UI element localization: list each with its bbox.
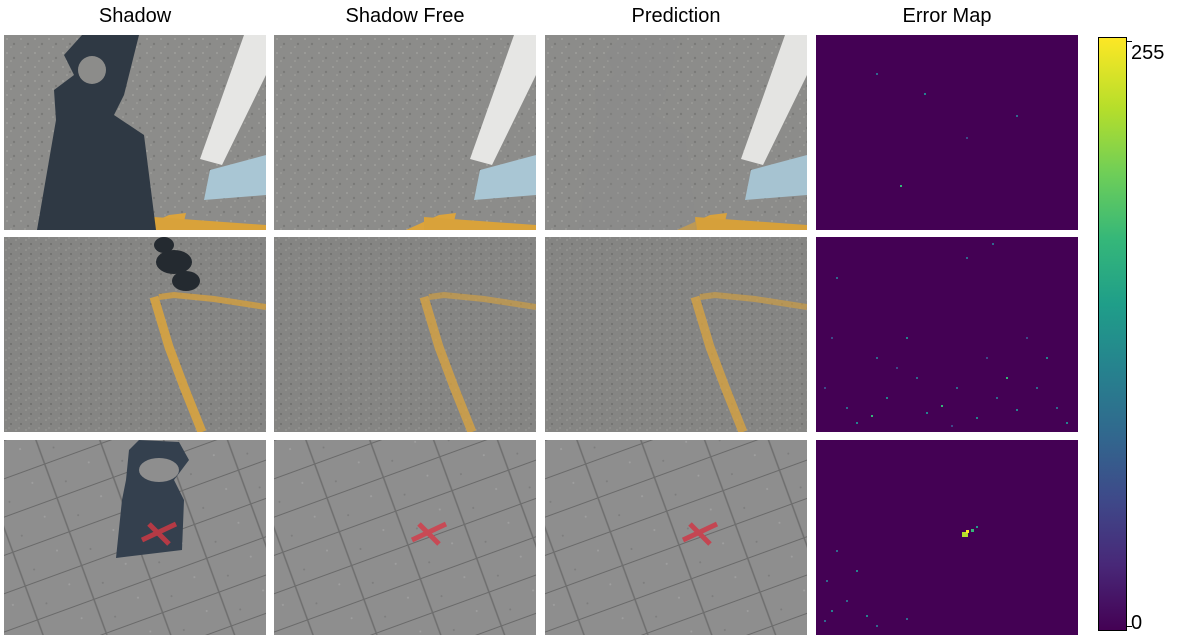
image-row3-prediction: [545, 440, 807, 635]
image-row3-error-map: [816, 440, 1078, 635]
image-row1-prediction: [545, 35, 807, 230]
white-marking: [200, 35, 266, 165]
column-title-error-map: Error Map: [902, 5, 992, 27]
shadow-region: [37, 35, 156, 230]
colorbar-min-label: 0: [1131, 612, 1143, 634]
image-row2-error-map: [816, 237, 1078, 432]
image-row2-shadow-free: [274, 237, 536, 432]
image-row3-shadow-free: [274, 440, 536, 635]
colorbar-tick-max: [1127, 41, 1132, 42]
image-row2-shadow: [4, 237, 266, 432]
light-blue-marking: [204, 155, 266, 200]
column-title-shadow-free: Shadow Free: [345, 5, 465, 27]
shadow-region: [156, 250, 192, 274]
image-row3-shadow: [4, 440, 266, 635]
colorbar-tick-min: [1127, 626, 1132, 627]
image-row1-error-map: [816, 35, 1078, 230]
column-title-shadow: Shadow: [98, 5, 172, 27]
image-row2-prediction: [545, 237, 807, 432]
colorbar: [1098, 37, 1127, 631]
colorbar-max-label: 255: [1131, 42, 1165, 64]
column-title-prediction: Prediction: [631, 5, 721, 27]
image-row1-shadow: [4, 35, 266, 230]
image-row1-shadow-free: [274, 35, 536, 230]
